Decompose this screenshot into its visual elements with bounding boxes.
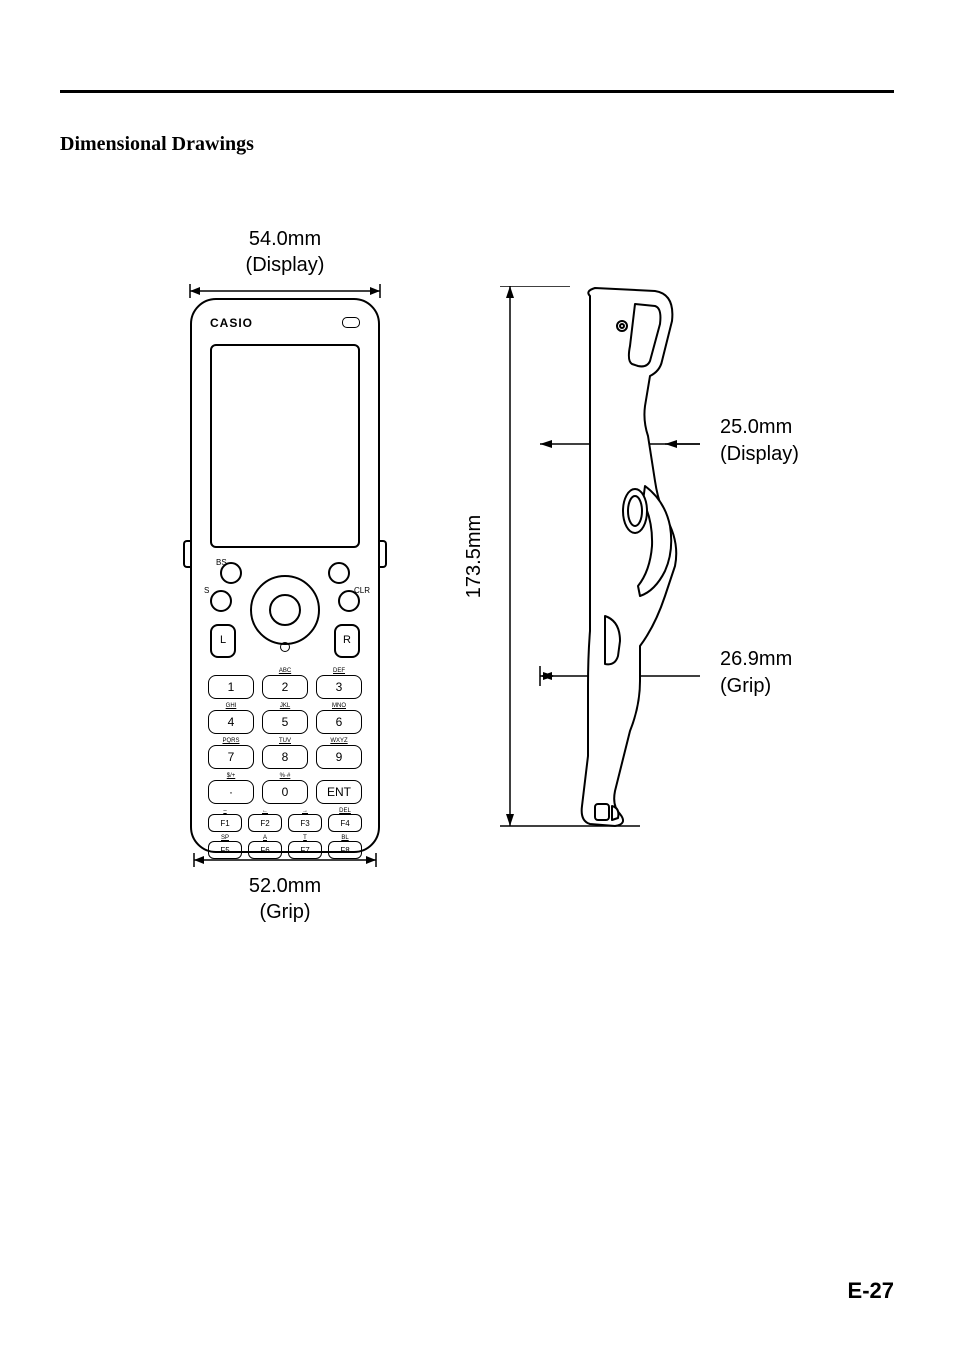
depth-grip-value: 26.9mm [720, 648, 792, 670]
key-2: 2 [262, 675, 308, 699]
front-top-dim-paren: (Display) [246, 254, 325, 276]
front-top-dimension: 54.0mm (Display) [180, 226, 390, 278]
side-view: 173.5mm [440, 286, 870, 846]
key-label: MNO [316, 703, 362, 709]
key-label: JKL [262, 703, 308, 709]
page-number: E-27 [848, 1278, 894, 1304]
height-dimension: 173.5mm [440, 286, 510, 826]
key-label: TUV [262, 738, 308, 744]
key-f1: F1 [208, 814, 242, 832]
front-top-dim-value: 54.0mm [249, 228, 321, 250]
front-bottom-arrow [180, 853, 390, 867]
top-rule [60, 90, 894, 93]
key-label: PQRS [208, 738, 254, 744]
device-body: CASIO BS S CLR L R [190, 298, 380, 853]
front-bottom-dimension: 52.0mm (Grip) [180, 873, 390, 925]
nav-btn-top-right [328, 562, 350, 584]
depth-display-dimension: 25.0mm (Display) [720, 414, 799, 468]
key-f3: F3 [288, 814, 322, 832]
nav-btn-top-left [220, 562, 242, 584]
screen [210, 344, 360, 548]
key-9: 9 [316, 745, 362, 769]
nav-key-l: L [210, 624, 236, 658]
key-f2: F2 [248, 814, 282, 832]
height-dim-value: 173.5mm [464, 514, 487, 597]
key-4: 4 [208, 710, 254, 734]
key-ent: ENT [316, 780, 362, 804]
front-view: 54.0mm (Display) CASIO [180, 226, 390, 925]
nav-key-r: R [334, 624, 360, 658]
figure-area: 54.0mm (Display) CASIO [60, 196, 894, 956]
key-3: 3 [316, 675, 362, 699]
key-5: 5 [262, 710, 308, 734]
key-label: ABC [262, 668, 308, 674]
nav-ring [250, 575, 320, 645]
right-bump [379, 540, 387, 568]
keypad: ABC DEF 1 2 3 GHI JKL MNO [208, 668, 362, 862]
key-7: 7 [208, 745, 254, 769]
device-front-drawing: CASIO BS S CLR L R [180, 298, 390, 853]
key-1: 1 [208, 675, 254, 699]
nav-btn-bottom-right [338, 590, 360, 612]
front-top-arrow [180, 284, 390, 298]
key-label [316, 773, 362, 779]
key-dot: · [208, 780, 254, 804]
key-label: %·# [262, 773, 308, 779]
nav-btn-bottom-left [210, 590, 232, 612]
indicator-led [342, 317, 360, 328]
key-label [208, 668, 254, 674]
brand-label: CASIO [210, 316, 253, 330]
depth-grip-paren: (Grip) [720, 675, 771, 697]
depth-display-paren: (Display) [720, 443, 799, 465]
nav-cluster: BS S CLR L R [210, 562, 360, 657]
front-bottom-dim-paren: (Grip) [259, 901, 310, 923]
key-label: $/+ [208, 773, 254, 779]
depth-display-value: 25.0mm [720, 416, 792, 438]
key-0: 0 [262, 780, 308, 804]
key-6: 6 [316, 710, 362, 734]
depth-grip-dimension: 26.9mm (Grip) [720, 646, 792, 700]
page: Dimensional Drawings 54.0mm (Display) [0, 0, 954, 1354]
key-label: DEF [316, 668, 362, 674]
nav-dot [280, 642, 290, 652]
front-bottom-dim-value: 52.0mm [249, 875, 321, 897]
key-label: GHI [208, 703, 254, 709]
key-f4: F4 [328, 814, 362, 832]
key-label: WXYZ [316, 738, 362, 744]
nav-label-s: S [204, 586, 209, 595]
section-heading: Dimensional Drawings [60, 133, 894, 156]
key-8: 8 [262, 745, 308, 769]
